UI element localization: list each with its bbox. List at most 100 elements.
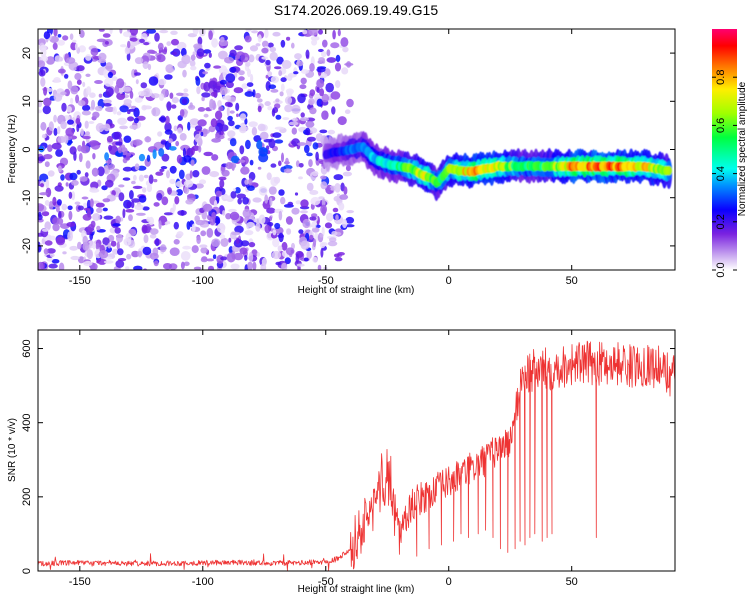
spectrogram-noise-cell bbox=[332, 29, 336, 40]
spectrogram-y-tick-label: -10 bbox=[21, 190, 33, 206]
spectrogram-noise-cell bbox=[137, 250, 143, 257]
spectrogram-noise-cell bbox=[75, 94, 80, 104]
spectrogram-noise-cell bbox=[84, 172, 89, 178]
spectrogram-noise-cell bbox=[294, 192, 299, 196]
spectrogram-noise-cell bbox=[194, 183, 204, 189]
spectrogram-noise-cell bbox=[83, 207, 91, 211]
spectrogram-noise-cell bbox=[38, 203, 45, 212]
spectrogram-noise-cell bbox=[335, 80, 341, 89]
spectrogram-noise-cell bbox=[309, 190, 319, 195]
spectrogram-noise-cell bbox=[183, 179, 194, 188]
spectrogram-noise-cell bbox=[173, 239, 180, 245]
spectrogram-noise-cell bbox=[133, 117, 139, 124]
spectrogram-noise-cell bbox=[60, 174, 65, 181]
spectrogram-noise-cell bbox=[158, 220, 162, 230]
spectrogram-noise-cell bbox=[163, 48, 167, 55]
spectrogram-noise-cell bbox=[320, 175, 327, 180]
spectrogram-noise-cell bbox=[114, 227, 121, 234]
spectrogram-noise-cell bbox=[155, 171, 164, 176]
spectrogram-noise-cell bbox=[240, 166, 250, 175]
spectrogram-noise-cell bbox=[329, 237, 337, 243]
spectrogram-noise-cell bbox=[176, 92, 184, 97]
spectrogram-noise-cell bbox=[309, 63, 315, 72]
spectrogram-noise-cell bbox=[234, 71, 238, 78]
spectrogram-noise-cell bbox=[66, 106, 72, 113]
spectrogram-noise-cell bbox=[119, 125, 128, 130]
spectrogram-noise-cell bbox=[227, 102, 233, 108]
spectrogram-noise-cell bbox=[134, 97, 143, 103]
spectrogram-noise-cell bbox=[86, 249, 93, 260]
spectrogram-noise-cell bbox=[337, 116, 347, 126]
spectrogram-noise-cell bbox=[273, 176, 281, 184]
spectrogram-noise-cell bbox=[310, 197, 321, 206]
spectrogram-noise-cell bbox=[327, 241, 338, 247]
spectrogram-noise-cell bbox=[79, 29, 85, 38]
spectrogram-noise-cell bbox=[46, 248, 56, 254]
spectrogram-x-tick-label: -100 bbox=[192, 275, 214, 287]
spectrogram-noise-cell bbox=[95, 122, 105, 133]
spectrogram-noise-cell bbox=[90, 99, 96, 110]
spectrogram-noise-cell bbox=[219, 179, 225, 189]
spectrogram-noise-cell bbox=[244, 57, 249, 61]
spectrogram-noise-cell bbox=[66, 222, 76, 227]
spectrogram-noise-cell bbox=[109, 29, 113, 35]
spectrogram-noise-cell bbox=[54, 185, 64, 192]
spectrogram-noise-cell bbox=[318, 48, 324, 53]
spectrogram-noise-cell bbox=[269, 197, 273, 207]
spectrogram-noise-cell bbox=[51, 259, 60, 264]
spectrogram-noise-cell bbox=[38, 60, 46, 68]
spectrogram-noise-cell bbox=[123, 238, 132, 246]
spectrogram-noise-cell bbox=[40, 183, 44, 188]
spectrogram-noise-cell bbox=[118, 192, 125, 202]
spectrogram-noise-cell bbox=[53, 127, 58, 136]
spectrogram-noise-cell bbox=[43, 86, 48, 96]
spectrogram-noise-cell bbox=[280, 196, 286, 205]
spectrogram-noise-cell bbox=[91, 167, 99, 177]
spectrogram-noise-cell bbox=[142, 187, 147, 193]
spectrogram-noise-cell bbox=[47, 144, 53, 152]
colorbar-gradient bbox=[712, 29, 737, 270]
spectrogram-noise-cell bbox=[320, 181, 328, 190]
spectrogram-noise-cell bbox=[158, 116, 167, 122]
spectrogram-noise-cell bbox=[294, 53, 302, 60]
spectrogram-noise-cell bbox=[215, 132, 220, 138]
spectrogram-noise-cell bbox=[218, 50, 228, 60]
spectrogram-noise-cell bbox=[229, 138, 237, 147]
spectrogram-noise-cell bbox=[202, 71, 209, 75]
spectrogram-noise-cell bbox=[331, 231, 338, 236]
spectrogram-noise-cell bbox=[153, 178, 158, 183]
spectrogram-noise-cell bbox=[299, 84, 307, 90]
spectrogram-noise-cell bbox=[326, 49, 331, 57]
spectrogram-noise-cell bbox=[241, 83, 248, 89]
spectrogram-noise-cell bbox=[342, 171, 352, 177]
spectrogram-noise-cell bbox=[107, 71, 113, 79]
spectrogram-noise-cell bbox=[306, 152, 313, 157]
spectrogram-noise-cell bbox=[68, 191, 73, 199]
spectrogram-noise-cell bbox=[226, 252, 236, 263]
spectrogram-noise-cell bbox=[333, 253, 340, 258]
spectrogram-noise-cell bbox=[40, 77, 46, 87]
spectrogram-noise-cell bbox=[48, 201, 54, 210]
spectrogram-noise-cell bbox=[152, 149, 157, 160]
spectrogram-noise-cell bbox=[57, 34, 62, 38]
spectrogram-noise-cell bbox=[96, 38, 107, 43]
spectrogram-noise-cell bbox=[105, 87, 114, 97]
spectrogram-noise-cell bbox=[48, 121, 54, 132]
spectrogram-noise-cell bbox=[276, 56, 284, 65]
spectrogram-y-ticks: -20 -10 0 10 20 bbox=[21, 47, 675, 254]
spectrogram-noise-cell bbox=[116, 92, 126, 100]
spectrogram-noise-cell bbox=[43, 248, 49, 255]
spectrogram-noise-cell bbox=[200, 131, 204, 137]
spectrogram-noise-cell bbox=[219, 79, 227, 85]
spectrogram-noise-cell bbox=[163, 263, 172, 270]
spectrogram-noise-cell bbox=[122, 166, 133, 172]
spectrogram-noise-cell bbox=[55, 236, 66, 246]
spectrogram-noise-cell bbox=[308, 159, 313, 168]
spectrogram-noise-cell bbox=[189, 170, 193, 179]
spectrogram-noise-cell bbox=[283, 161, 290, 165]
spectrogram-noise-cell bbox=[201, 166, 211, 175]
spectrogram-noise-cell bbox=[306, 250, 313, 260]
spectrogram-noise-cell bbox=[285, 247, 295, 256]
spectrogram-noise-cell bbox=[65, 57, 76, 64]
